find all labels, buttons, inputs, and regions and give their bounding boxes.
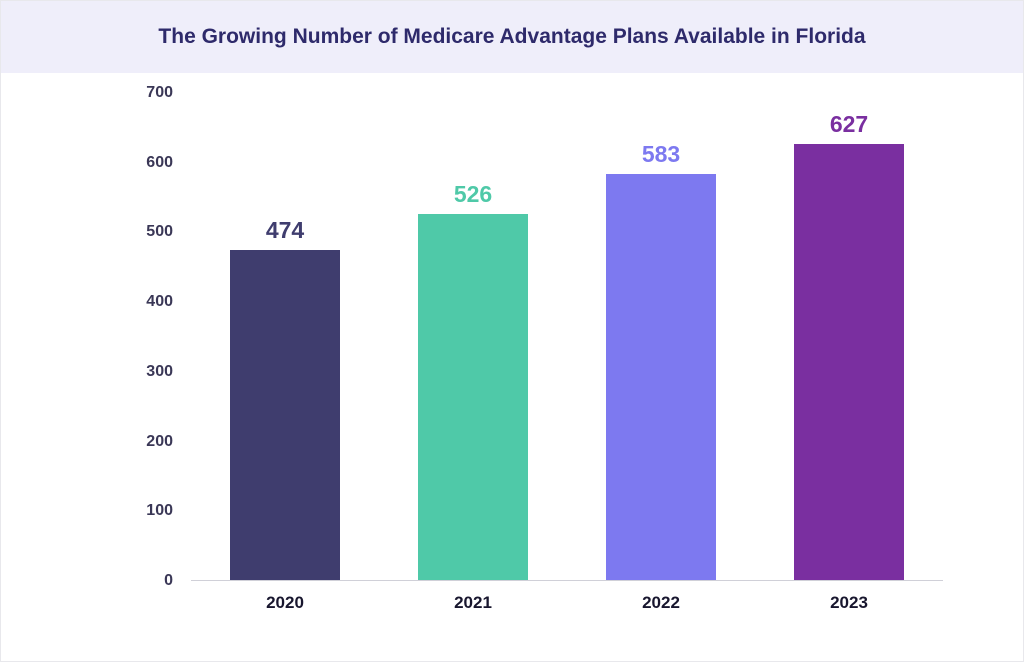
x-tick: 2020: [191, 581, 379, 621]
bar: [794, 144, 903, 580]
y-tick: 400: [146, 293, 173, 311]
y-tick: 600: [146, 154, 173, 172]
bar-value-label: 583: [567, 141, 755, 168]
y-tick: 100: [146, 502, 173, 520]
bar-slot: 583: [567, 93, 755, 580]
bar-slot: 474: [191, 93, 379, 580]
y-tick: 500: [146, 223, 173, 241]
x-tick: 2022: [567, 581, 755, 621]
bars-region: 474526583627: [191, 93, 943, 581]
bar: [606, 174, 715, 580]
y-tick: 700: [146, 84, 173, 102]
bar: [418, 214, 527, 580]
bar-value-label: 526: [379, 181, 567, 208]
y-axis: 0100200300400500600700: [61, 93, 181, 581]
x-tick: 2021: [379, 581, 567, 621]
bar-slot: 627: [755, 93, 943, 580]
bar: [230, 250, 339, 580]
x-tick: 2023: [755, 581, 943, 621]
bar-value-label: 474: [191, 217, 379, 244]
plot: 0100200300400500600700 474526583627 2020…: [61, 93, 963, 621]
chart-title: The Growing Number of Medicare Advantage…: [21, 25, 1003, 49]
y-tick: 200: [146, 433, 173, 451]
title-bar: The Growing Number of Medicare Advantage…: [1, 1, 1023, 73]
y-tick: 300: [146, 363, 173, 381]
bar-value-label: 627: [755, 111, 943, 138]
chart-area: 0 100 200 300 400 500 600 700 474526583627 2020…: [1, 73, 1023, 661]
y-tick: 0: [164, 572, 173, 590]
x-axis: 2020202120222023: [191, 581, 943, 621]
chart-container: The Growing Number of Medicare Advantage…: [0, 0, 1024, 662]
bar-slot: 526: [379, 93, 567, 580]
